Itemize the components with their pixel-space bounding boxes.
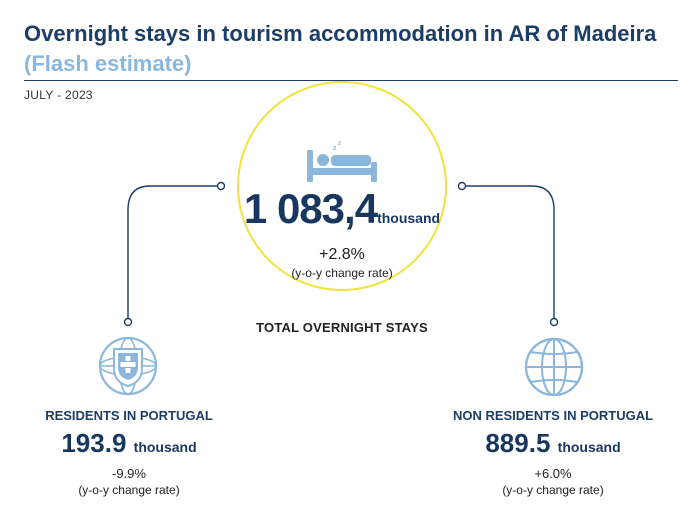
total-label: TOTAL OVERNIGHT STAYS	[256, 320, 428, 335]
sleeping-bed-icon: z z	[307, 141, 377, 182]
portugal-coat-of-arms-icon	[98, 336, 158, 396]
connector-left-dot-bottom	[123, 317, 133, 327]
chart-title: Overnight stays in tourism accommodation…	[24, 21, 657, 46]
connector-right	[465, 185, 555, 318]
non-residents-stats: NON RESIDENTS IN PORTUGAL 889.5 thousand…	[443, 407, 663, 498]
residents-stats: RESIDENTS IN PORTUGAL 193.9 thousand -9.…	[19, 407, 239, 498]
non-residents-value: 889.5 thousand	[443, 427, 663, 463]
svg-text:z: z	[333, 145, 337, 152]
total-change-note: (y-o-y change rate)	[291, 266, 393, 280]
total-value: 1 083,4thousand	[232, 186, 452, 241]
residents-unit: thousand	[133, 439, 197, 455]
svg-text:z: z	[338, 141, 341, 147]
non-residents-change: +6.0%	[534, 466, 572, 481]
total-value-number: 1 083,4	[243, 185, 378, 232]
non-residents-label: NON RESIDENTS IN PORTUGAL	[452, 408, 654, 423]
period-label: JULY - 2023	[24, 88, 93, 102]
total-unit: thousand	[377, 210, 441, 226]
non-residents-value-number: 889.5	[485, 428, 551, 458]
connector-left-dot-top	[216, 181, 226, 191]
chart-subtitle: (Flash estimate)	[24, 51, 192, 76]
connector-right-dot-bottom	[549, 317, 559, 327]
non-residents-unit: thousand	[557, 439, 621, 455]
residents-change-note: (y-o-y change rate)	[78, 483, 180, 497]
connector-right-dot-top	[457, 181, 467, 191]
globe-icon	[524, 337, 584, 397]
residents-value: 193.9 thousand	[19, 427, 239, 463]
total-stats: 1 083,4thousand +2.8% (y-o-y change rate…	[232, 186, 452, 281]
non-residents-change-note: (y-o-y change rate)	[502, 483, 604, 497]
residents-change: -9.9%	[112, 466, 146, 481]
residents-label: RESIDENTS IN PORTUGAL	[45, 408, 213, 423]
header-divider	[24, 80, 678, 81]
connector-left	[127, 185, 219, 318]
residents-value-number: 193.9	[61, 428, 127, 458]
total-change: +2.8%	[319, 246, 365, 263]
total-circle	[237, 81, 447, 291]
